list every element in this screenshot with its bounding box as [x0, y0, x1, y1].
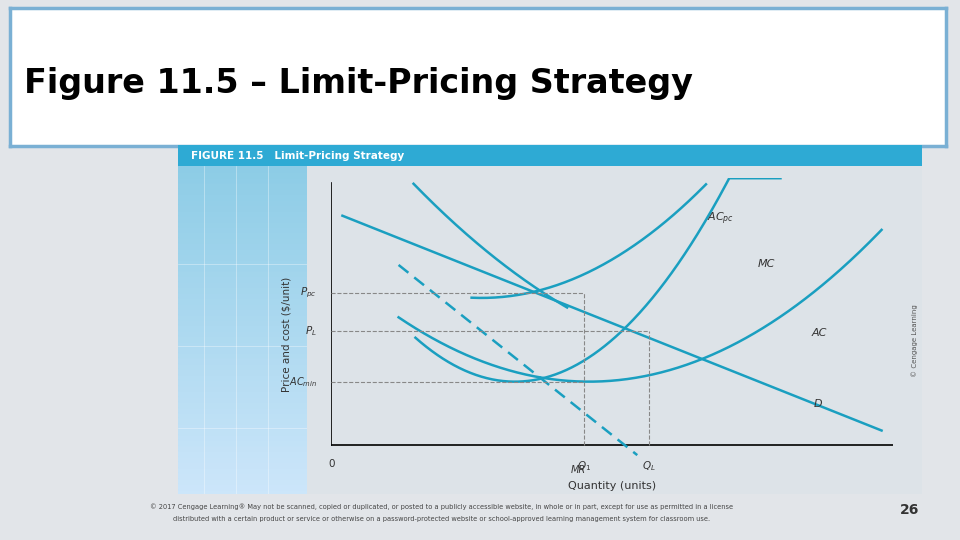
Text: $\mathit{P}_{pc}$: $\mathit{P}_{pc}$	[300, 286, 317, 300]
Text: 0: 0	[328, 459, 334, 469]
Text: distributed with a certain product or service or otherwise on a password-protect: distributed with a certain product or se…	[173, 516, 710, 522]
Bar	[178, 330, 307, 335]
Bar	[178, 450, 307, 456]
Text: D: D	[814, 399, 823, 409]
Bar	[178, 248, 307, 253]
Bar	[178, 384, 307, 390]
Bar	[178, 335, 307, 341]
Bar	[178, 314, 307, 319]
Bar	[178, 220, 307, 226]
Text: $\mathit{Q}_L$: $\mathit{Q}_L$	[641, 459, 656, 473]
Bar	[178, 456, 307, 461]
Bar	[178, 302, 307, 308]
Text: MC: MC	[758, 259, 776, 269]
Bar	[178, 264, 307, 270]
Text: Price and cost ($/unit): Price and cost ($/unit)	[281, 277, 291, 393]
Text: AC: AC	[811, 328, 827, 338]
Bar	[178, 472, 307, 478]
Bar	[178, 428, 307, 434]
Bar	[178, 423, 307, 428]
Bar	[178, 401, 307, 407]
Bar	[178, 407, 307, 412]
Bar	[178, 182, 307, 188]
Bar	[178, 297, 307, 302]
Bar	[178, 368, 307, 374]
Bar	[178, 396, 307, 401]
Bar	[178, 390, 307, 396]
Bar	[178, 242, 307, 248]
Bar	[178, 412, 307, 417]
Bar	[178, 177, 307, 182]
Bar	[178, 374, 307, 379]
Bar	[178, 319, 307, 325]
Bar	[178, 253, 307, 259]
Bar	[178, 199, 307, 204]
Text: MR: MR	[571, 465, 586, 475]
Bar	[178, 210, 307, 215]
Text: 26: 26	[900, 503, 920, 517]
Bar	[178, 357, 307, 363]
Bar	[178, 363, 307, 368]
Text: Figure 11.5 – Limit-Pricing Strategy: Figure 11.5 – Limit-Pricing Strategy	[24, 68, 692, 100]
Bar	[178, 215, 307, 220]
Bar	[178, 346, 307, 352]
Bar	[178, 193, 307, 199]
Bar	[178, 204, 307, 210]
Text: Quantity (units): Quantity (units)	[568, 481, 656, 491]
Text: $\mathit{AC}_{pc}$: $\mathit{AC}_{pc}$	[708, 211, 734, 227]
Bar	[178, 461, 307, 467]
Bar	[178, 188, 307, 193]
Bar	[178, 325, 307, 330]
Bar	[178, 275, 307, 281]
Bar	[178, 379, 307, 384]
Bar	[178, 281, 307, 286]
Text: $\mathit{AC}_{min}$: $\mathit{AC}_{min}$	[289, 375, 317, 388]
Bar	[178, 286, 307, 292]
Text: © 2017 Cengage Learning® May not be scanned, copied or duplicated, or posted to : © 2017 Cengage Learning® May not be scan…	[150, 503, 733, 510]
Bar	[178, 440, 307, 445]
Bar	[178, 232, 307, 237]
Bar	[178, 226, 307, 232]
Bar	[178, 308, 307, 314]
Bar	[178, 270, 307, 275]
Bar	[178, 352, 307, 357]
Text: © Cengage Learning: © Cengage Learning	[912, 304, 918, 376]
Text: $\mathit{P}_L$: $\mathit{P}_L$	[305, 324, 317, 338]
Bar	[178, 467, 307, 472]
Bar	[178, 483, 307, 489]
Bar	[178, 237, 307, 242]
Bar	[178, 417, 307, 423]
Bar	[178, 171, 307, 177]
Bar	[178, 292, 307, 297]
Bar	[178, 341, 307, 346]
Bar	[178, 445, 307, 450]
Bar	[178, 259, 307, 264]
Text: $\mathit{Q}_1$: $\mathit{Q}_1$	[577, 459, 591, 473]
Bar	[178, 489, 307, 494]
Text: FIGURE 11.5   Limit-Pricing Strategy: FIGURE 11.5 Limit-Pricing Strategy	[191, 151, 404, 161]
Bar	[178, 166, 307, 171]
Bar	[178, 434, 307, 440]
Bar	[178, 478, 307, 483]
